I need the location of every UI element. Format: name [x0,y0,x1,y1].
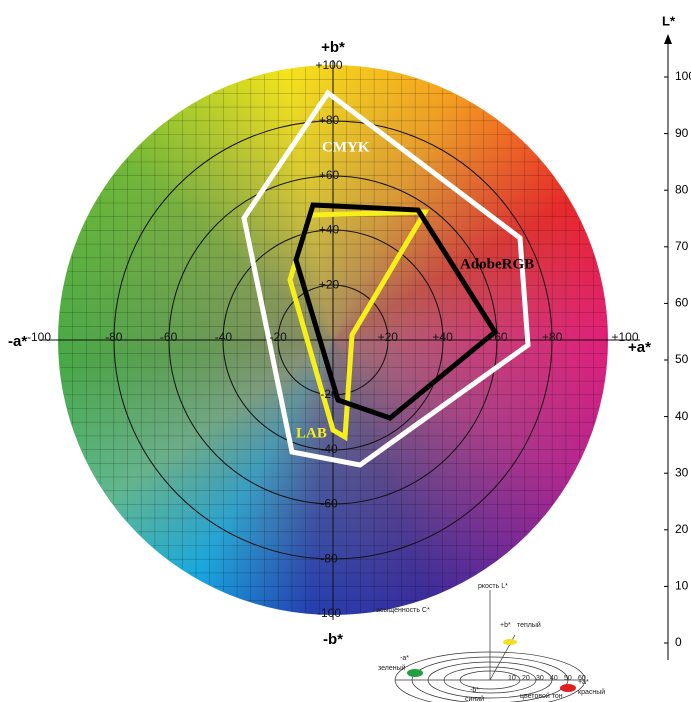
a-tick-label: -80 [105,330,123,344]
gamut-label: CMYK [322,139,370,155]
l-tick-label: 50 [675,352,689,366]
l-tick-label: 20 [675,522,689,536]
axis-label: -a* [8,333,27,350]
axis-label: +b* [321,39,345,56]
inset-label: красный [578,688,605,696]
gamut-label: AdobeRGB [460,256,534,272]
l-tick-label: 0 [675,635,682,649]
rings [40,60,640,620]
a-tick-label: -40 [215,330,233,344]
a-tick-label: +20 [378,330,399,344]
inset-label: синий [465,695,484,702]
b-tick-label: +20 [319,277,340,291]
a-tick-label: +100 [611,330,638,344]
b-tick-label: +40 [319,223,340,237]
b-tick-label: -60 [320,497,338,511]
l-tick-label: 30 [675,465,689,479]
inset-label: зеленый [378,664,406,672]
inset-ring-label: 30 [536,675,544,682]
axis-label: -b* [323,631,343,648]
inset-ring-label: 50 [564,675,572,682]
b-tick-label: -40 [320,442,338,456]
inset-ring-label: 60 [578,675,586,682]
l-tick-label: 90 [675,126,689,140]
b-tick-label: -100 [317,606,341,620]
inset-ring-label: 40 [550,675,558,682]
gamut-label: LAB [296,425,327,441]
a-tick-label: -20 [270,330,288,344]
b-tick-label: +80 [319,113,340,127]
inset-label: ркость L* [478,583,508,590]
inset: ркость L* асыщенность C* +b* теплый -a* зелен… [376,583,605,702]
l-arrow [664,34,672,44]
l-tick-label: 40 [675,409,689,423]
inset-label: цветовой тон [520,692,563,700]
b-tick-label: -20 [320,387,338,401]
inset-patch [407,669,423,677]
axis-label: L* [662,13,676,28]
inset-patch [503,639,517,645]
inset-label: асыщенность C* [376,607,430,614]
inset-patch [560,684,576,692]
adobergb-gamut [293,202,499,421]
inset-label: теплый [517,621,541,629]
cmyk-gamut [241,89,531,468]
axis-label: +a* [628,339,651,356]
a-tick-label: +40 [432,330,453,344]
l-tick-label: 100 [675,69,691,83]
inset-label: +a* [578,679,589,686]
l-tick-label: 10 [675,579,689,593]
inset-ring-label: 20 [522,675,530,682]
a-tick-label: -60 [160,330,178,344]
a-tick-label: -100 [27,330,51,344]
inset-label: -a* [400,655,409,662]
l-tick-label: 70 [675,239,689,253]
b-tick-label: -80 [320,551,338,565]
b-tick-label: +60 [319,168,340,182]
a-tick-label: +60 [487,330,508,344]
inset-label: -b* [470,687,479,694]
inset-ring-label: 10 [508,675,516,682]
inset-label: +b* [500,622,511,629]
l-tick-label: 60 [675,296,689,310]
b-tick-label: +100 [315,58,342,72]
l-tick-label: 80 [675,182,689,196]
a-tick-label: +80 [542,330,563,344]
